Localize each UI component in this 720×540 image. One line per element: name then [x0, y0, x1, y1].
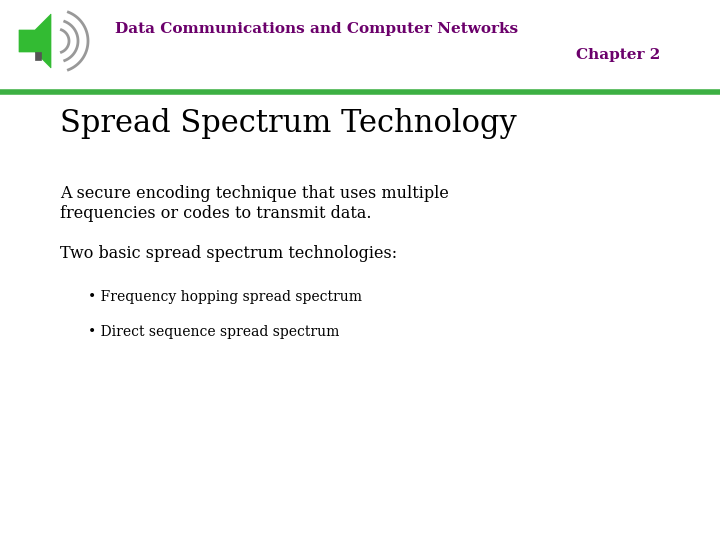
Text: Chapter 2: Chapter 2	[576, 48, 660, 62]
Text: • Direct sequence spread spectrum: • Direct sequence spread spectrum	[88, 325, 339, 339]
Text: frequencies or codes to transmit data.: frequencies or codes to transmit data.	[60, 205, 372, 222]
Text: Two basic spread spectrum technologies:: Two basic spread spectrum technologies:	[60, 245, 397, 262]
Polygon shape	[35, 52, 41, 60]
Text: A secure encoding technique that uses multiple: A secure encoding technique that uses mu…	[60, 185, 449, 202]
Text: Spread Spectrum Technology: Spread Spectrum Technology	[60, 108, 517, 139]
Text: • Frequency hopping spread spectrum: • Frequency hopping spread spectrum	[88, 290, 362, 304]
Polygon shape	[19, 14, 51, 68]
Text: Data Communications and Computer Networks: Data Communications and Computer Network…	[115, 22, 518, 36]
